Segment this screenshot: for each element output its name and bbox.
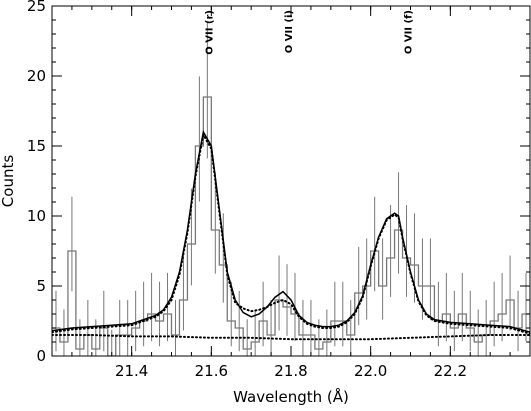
x-tick-label: 22.2 xyxy=(434,362,467,380)
plot-frame xyxy=(51,5,531,357)
y-tick-label: 25 xyxy=(27,0,46,15)
model-curve-1 xyxy=(52,131,530,335)
spectral-line-label: O VII (r) xyxy=(204,10,215,55)
x-tick-label: 21.8 xyxy=(274,362,307,380)
spectral-line-label: O VII (f) xyxy=(404,10,415,54)
y-tick-label: 20 xyxy=(27,67,46,85)
x-tick-label: 21.4 xyxy=(115,362,148,380)
y-tick-label: 15 xyxy=(27,137,46,155)
model-curve-0 xyxy=(52,129,530,333)
line-labels: O VII (r) O VII (i) O VII (f) xyxy=(204,10,414,55)
y-tick-label: 0 xyxy=(36,347,46,365)
spectral-line-label: O VII (i) xyxy=(284,10,295,53)
y-tick-label: 10 xyxy=(27,207,46,225)
x-tick-label: 21.6 xyxy=(195,362,228,380)
y-axis-title: Counts xyxy=(0,155,17,208)
observed-histogram xyxy=(52,96,530,356)
x-axis-title: Wavelength (Å) xyxy=(233,387,349,406)
axes: 21.4 21.6 21.8 22.0 22.2 0 5 10 15 20 25 xyxy=(27,0,531,380)
y-tick-label: 5 xyxy=(36,277,46,295)
x-tick-label: 22.0 xyxy=(354,362,387,380)
model-curve-2 xyxy=(52,334,530,341)
plot-series xyxy=(52,21,530,356)
